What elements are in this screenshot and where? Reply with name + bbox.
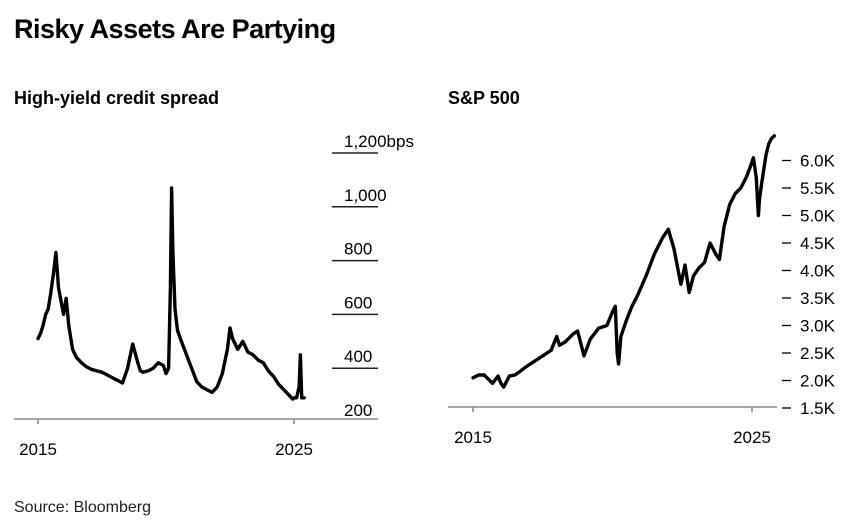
- page-title: Risky Assets Are Partying: [14, 14, 336, 44]
- sp500-y-label: 3.5K: [800, 289, 836, 308]
- credit-spread-y-label: 1,000: [344, 186, 387, 205]
- credit-spread-y-label: 1,200bps: [344, 132, 414, 151]
- sp500-y-ticks: 6.0K 5.5K 5.0K 4.5K 4.0K 3.5K 3.0K 2.5K 2.0K 1.5K: [782, 152, 836, 418]
- source-note: Source: Bloomberg: [14, 499, 151, 516]
- credit-spread-y-label: 400: [344, 347, 372, 366]
- credit-spread-y-label: 600: [344, 293, 372, 312]
- sp500-y-label: 2.0K: [800, 372, 836, 391]
- sp500-y-label: 4.5K: [800, 234, 836, 253]
- sp500-y-label: 3.0K: [800, 317, 836, 336]
- sp500-x-label-2025: 2025: [733, 428, 771, 447]
- sp500-series-line: [471, 134, 776, 389]
- sp500-y-label: 5.5K: [800, 179, 836, 198]
- credit-spread-y-label: 800: [344, 240, 372, 259]
- credit-spread-series-line: [36, 186, 306, 401]
- credit-spread-title: High-yield credit spread: [14, 88, 219, 108]
- sp500-x-label-2015: 2015: [454, 428, 492, 447]
- sp500-y-label: 1.5K: [800, 399, 836, 418]
- sp500-y-label: 5.0K: [800, 207, 836, 226]
- credit-spread-x-label-2015: 2015: [19, 440, 57, 459]
- credit-spread-y-label: 200: [344, 401, 372, 420]
- credit-spread-x-label-2025: 2025: [275, 440, 313, 459]
- sp500-y-label: 2.5K: [800, 344, 836, 363]
- credit-spread-gridlines: [332, 152, 378, 369]
- credit-spread-y-labels: 1,200bps 1,000 800 600 400 200: [344, 132, 414, 420]
- credit-spread-chart: High-yield credit spread 2015 2025 1,200…: [14, 88, 414, 459]
- sp500-y-label: 4.0K: [800, 262, 836, 281]
- sp500-y-label: 6.0K: [800, 152, 836, 171]
- sp500-chart: S&P 500 2015 2025 6.0K 5.5K 5.0K 4.5K 4.0K 3.…: [448, 88, 836, 447]
- sp500-title: S&P 500: [448, 88, 520, 108]
